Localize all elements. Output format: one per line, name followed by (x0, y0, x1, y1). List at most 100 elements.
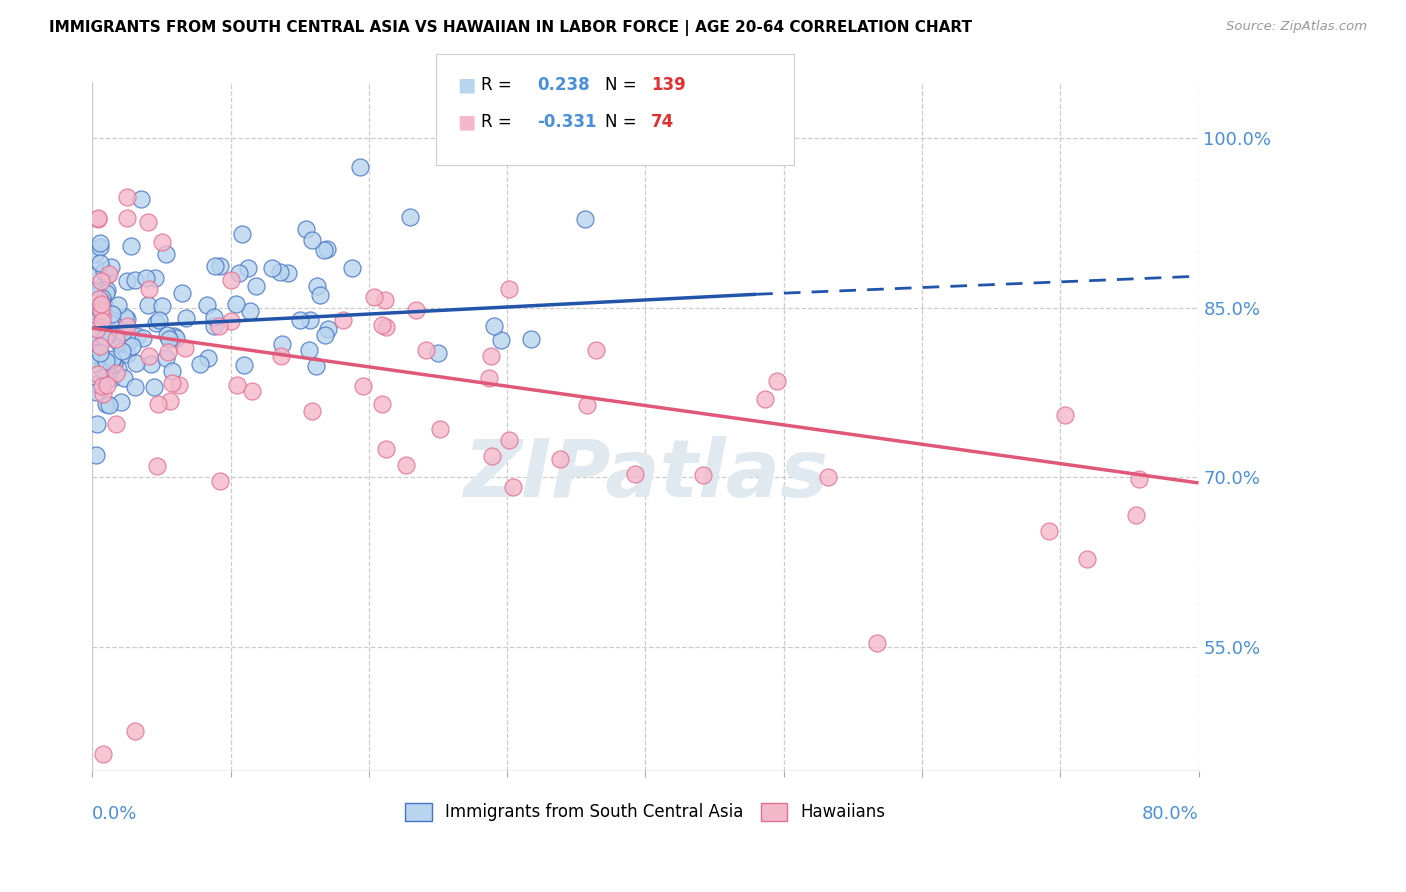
Text: 0.0%: 0.0% (93, 805, 138, 823)
Point (574, 211, 596, 226)
Point (352, 379, 374, 393)
Point (86, 376, 108, 391)
Point (115, 311, 138, 326)
Point (120, 328, 142, 343)
Point (1128, 472, 1150, 486)
Text: ■: ■ (457, 75, 475, 95)
Point (332, 313, 354, 327)
Point (107, 361, 129, 376)
Point (363, 290, 385, 304)
Point (90, 302, 112, 317)
Point (316, 242, 339, 256)
Point (219, 314, 242, 328)
Point (84, 314, 107, 328)
Point (159, 394, 181, 409)
Point (110, 395, 132, 409)
Point (766, 374, 789, 388)
Point (89, 293, 111, 308)
Point (374, 293, 396, 308)
Text: ■: ■ (457, 112, 475, 132)
Point (89, 339, 111, 353)
Point (100, 260, 122, 274)
Point (96, 397, 118, 411)
Point (309, 288, 332, 302)
Point (93, 264, 115, 278)
Point (167, 377, 190, 392)
Point (299, 313, 322, 327)
Point (89, 240, 111, 254)
Point (478, 371, 501, 385)
Point (90, 326, 112, 341)
Point (245, 278, 267, 293)
Point (374, 319, 396, 334)
Point (155, 351, 177, 366)
Point (107, 334, 129, 349)
Point (374, 442, 396, 456)
Point (502, 480, 524, 494)
Point (94, 360, 117, 375)
Point (208, 319, 231, 334)
Point (482, 319, 505, 334)
Point (94, 368, 117, 383)
Point (314, 327, 336, 342)
Point (87, 211, 110, 226)
Point (90, 297, 112, 311)
Point (86, 385, 108, 400)
Point (202, 310, 225, 324)
Point (84, 311, 107, 326)
Point (124, 724, 146, 739)
Point (120, 239, 142, 253)
Point (90, 280, 112, 294)
Text: N =: N = (605, 113, 641, 131)
Point (83, 285, 105, 299)
Point (90, 308, 112, 322)
Point (91, 292, 114, 306)
Point (1054, 408, 1077, 422)
Point (162, 364, 184, 378)
Point (305, 278, 328, 293)
Point (1125, 508, 1147, 522)
Point (197, 351, 219, 365)
Point (84, 356, 107, 370)
Point (576, 398, 599, 412)
Point (96, 328, 118, 343)
Point (225, 297, 247, 311)
Point (238, 261, 260, 276)
Point (86, 367, 108, 381)
Point (83, 268, 105, 283)
Point (170, 286, 193, 301)
Point (83, 326, 105, 340)
Point (83, 329, 105, 343)
Point (156, 345, 179, 359)
Point (91, 310, 114, 324)
Point (150, 235, 173, 249)
Point (270, 349, 292, 363)
Point (89, 293, 111, 308)
Point (100, 371, 122, 385)
Point (174, 342, 197, 356)
Point (115, 346, 138, 360)
Point (395, 458, 418, 472)
Point (124, 273, 146, 287)
Point (83, 337, 105, 351)
Point (429, 422, 451, 436)
Point (624, 467, 647, 482)
Point (415, 343, 437, 357)
Point (174, 310, 197, 325)
Point (129, 192, 152, 206)
Point (86, 321, 108, 335)
Point (105, 417, 128, 431)
Point (96, 268, 118, 282)
Point (86, 417, 108, 432)
Point (817, 470, 839, 484)
Point (301, 403, 323, 417)
Point (90, 378, 112, 392)
Text: -0.331: -0.331 (537, 113, 596, 131)
Point (145, 317, 167, 331)
Point (98, 267, 121, 281)
Point (121, 339, 143, 353)
Point (111, 343, 134, 358)
Point (89, 235, 111, 250)
Text: 74: 74 (651, 113, 675, 131)
Point (90, 314, 112, 328)
